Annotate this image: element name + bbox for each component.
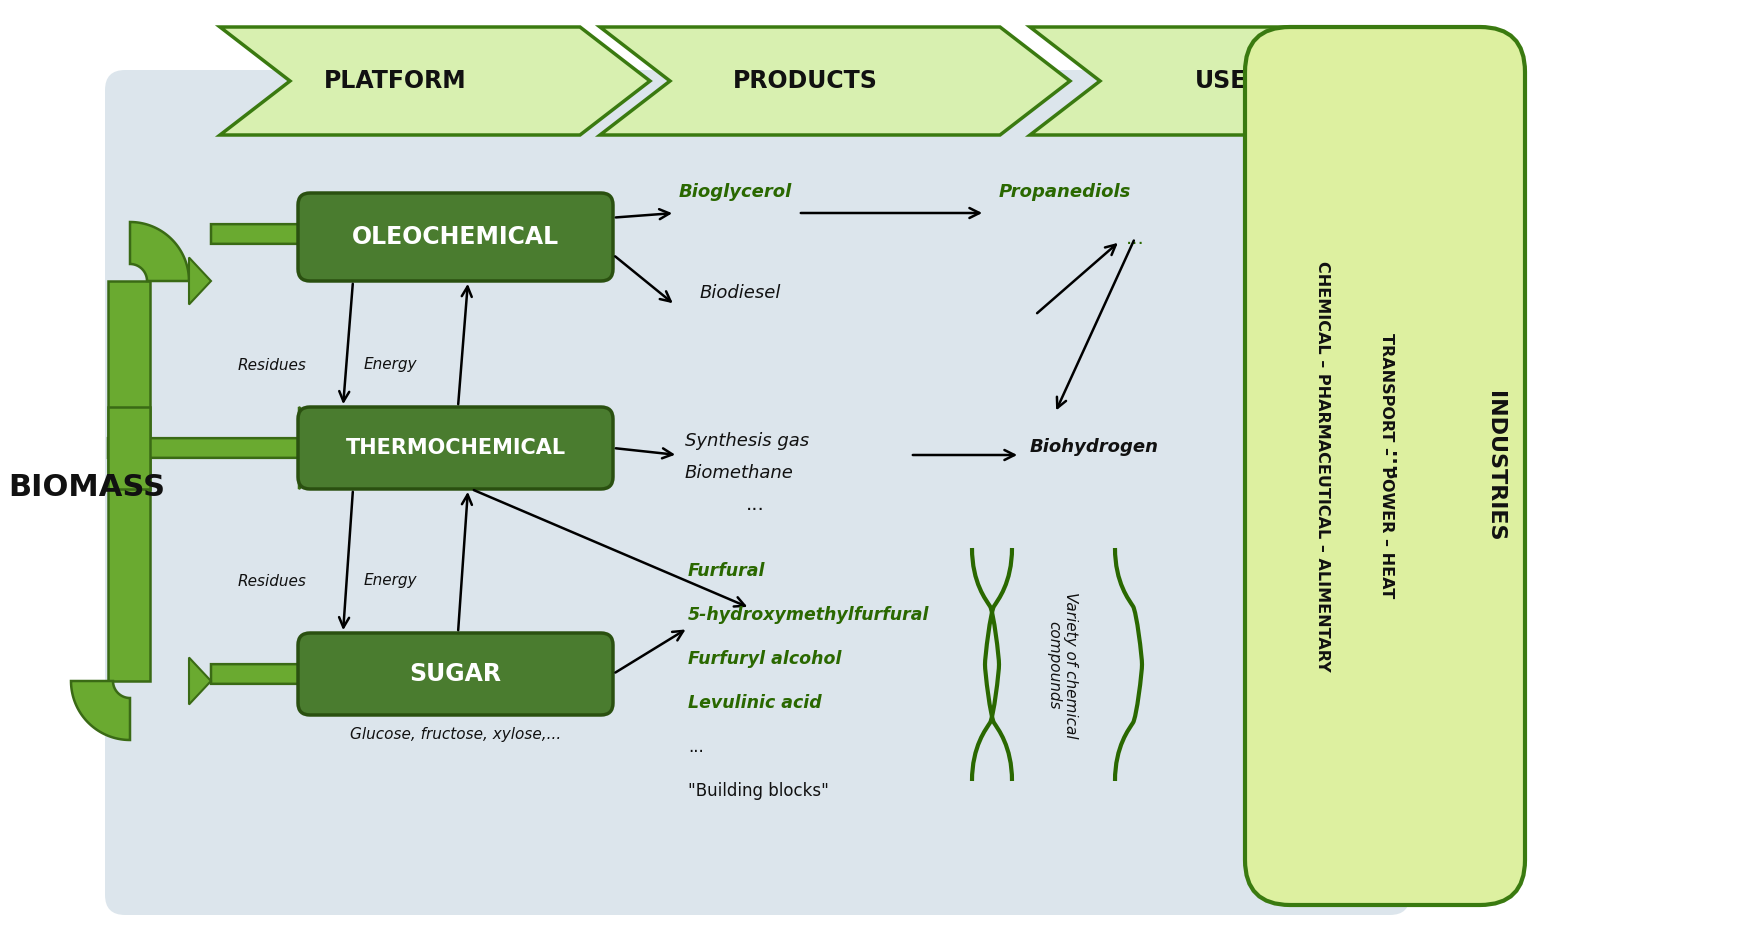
Text: Propanediols: Propanediols bbox=[998, 183, 1131, 201]
Text: OLEOCHEMICAL: OLEOCHEMICAL bbox=[352, 225, 558, 249]
Bar bbox=[108, 281, 150, 681]
Polygon shape bbox=[72, 681, 129, 740]
Bar bbox=[108, 407, 150, 489]
Text: THERMOCHEMICAL: THERMOCHEMICAL bbox=[346, 438, 565, 458]
Polygon shape bbox=[220, 27, 649, 135]
Text: 5-hydroxymethylfurfural: 5-hydroxymethylfurfural bbox=[688, 606, 930, 624]
Polygon shape bbox=[188, 657, 211, 704]
Text: SUGAR: SUGAR bbox=[410, 662, 501, 686]
Text: USES: USES bbox=[1195, 69, 1265, 93]
Polygon shape bbox=[600, 27, 1070, 135]
Text: CHEMICAL – PHARMACEUTICAL – ALIMENTARY: CHEMICAL – PHARMACEUTICAL – ALIMENTARY bbox=[1316, 260, 1330, 671]
FancyBboxPatch shape bbox=[298, 633, 612, 715]
Text: ...: ... bbox=[1126, 228, 1145, 247]
FancyBboxPatch shape bbox=[298, 193, 612, 281]
Text: ...: ... bbox=[688, 738, 703, 756]
Text: PLATFORM: PLATFORM bbox=[323, 69, 466, 93]
Text: BIOMASS: BIOMASS bbox=[9, 473, 166, 503]
Text: Variety of chemical
compounds: Variety of chemical compounds bbox=[1045, 591, 1078, 738]
Text: ...: ... bbox=[745, 495, 764, 515]
Text: Biodiesel: Biodiesel bbox=[700, 284, 782, 302]
Polygon shape bbox=[1030, 27, 1480, 135]
Text: Biohydrogen: Biohydrogen bbox=[1030, 438, 1159, 456]
Text: Energy: Energy bbox=[363, 357, 417, 372]
Text: Synthesis gas: Synthesis gas bbox=[686, 432, 810, 450]
Polygon shape bbox=[211, 193, 356, 275]
FancyBboxPatch shape bbox=[1244, 27, 1525, 905]
Polygon shape bbox=[211, 633, 356, 715]
Text: Residues: Residues bbox=[237, 573, 307, 588]
FancyBboxPatch shape bbox=[298, 407, 612, 489]
Text: PRODUCTS: PRODUCTS bbox=[733, 69, 878, 93]
Polygon shape bbox=[108, 407, 337, 489]
Text: INDUSTRIES: INDUSTRIES bbox=[1485, 390, 1504, 541]
Text: Biomethane: Biomethane bbox=[686, 464, 794, 482]
Polygon shape bbox=[129, 222, 188, 281]
Text: Levulinic acid: Levulinic acid bbox=[688, 694, 822, 712]
Text: Furfuryl alcohol: Furfuryl alcohol bbox=[688, 650, 841, 668]
Polygon shape bbox=[188, 257, 211, 305]
Text: Energy: Energy bbox=[363, 573, 417, 588]
Text: Bioglycerol: Bioglycerol bbox=[679, 183, 792, 201]
Text: Residues: Residues bbox=[237, 357, 307, 372]
Text: Furfural: Furfural bbox=[688, 562, 766, 580]
Text: "Building blocks": "Building blocks" bbox=[688, 782, 829, 800]
Text: Glucose, fructose, xylose,...: Glucose, fructose, xylose,... bbox=[351, 727, 562, 742]
Text: ....: .... bbox=[1386, 452, 1405, 481]
Text: TRANSPORT –  POWER – HEAT: TRANSPORT – POWER – HEAT bbox=[1380, 334, 1394, 599]
FancyBboxPatch shape bbox=[105, 70, 1410, 915]
